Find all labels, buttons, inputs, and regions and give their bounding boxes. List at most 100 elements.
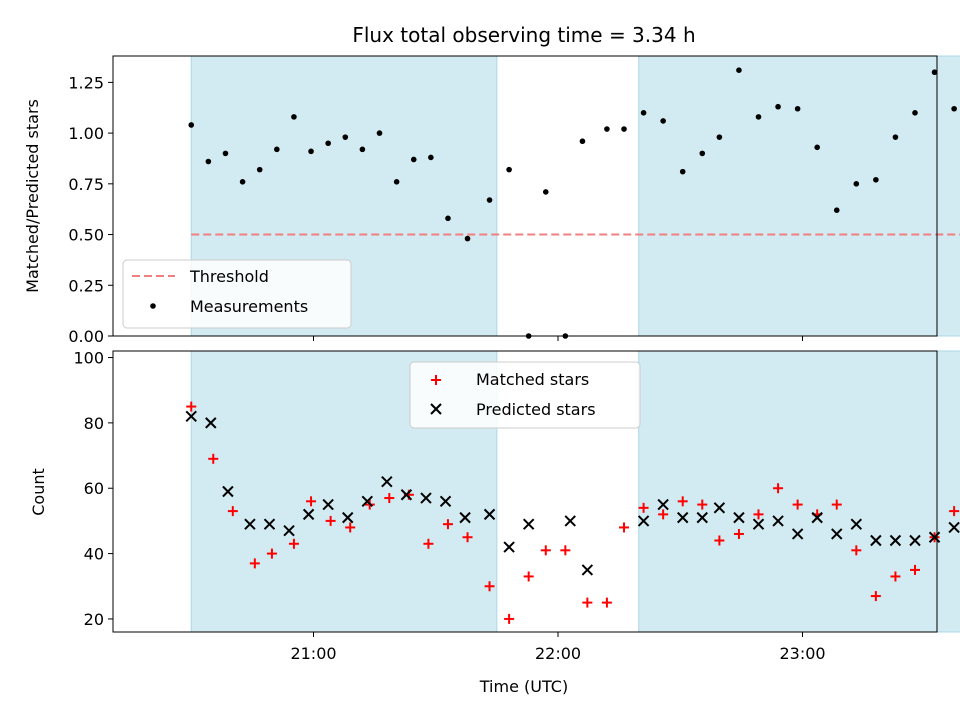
predicted-star-point — [870, 534, 882, 547]
y-tick-label: 1.00 — [68, 124, 104, 143]
predicted-star-point — [503, 541, 515, 553]
matched-star-point — [619, 522, 630, 533]
measurement-point — [794, 105, 801, 112]
measurement-point — [873, 176, 879, 183]
matched-star-point — [909, 564, 920, 575]
predicted-star-point — [657, 498, 669, 511]
measurement-point — [853, 181, 860, 187]
predicted-star-point — [831, 528, 843, 540]
legend-threshold-label: Threshold — [189, 267, 269, 286]
predicted-star-point — [733, 511, 745, 524]
predicted-star-point — [342, 511, 354, 524]
matched-star-point — [831, 499, 842, 510]
matched-star-point — [714, 535, 725, 546]
measurement-point — [814, 144, 820, 151]
measurement-point — [445, 215, 451, 222]
measurement-point — [621, 126, 627, 132]
predicted-star-point — [361, 495, 373, 508]
bottom-plot-frame — [112, 350, 938, 633]
measurement-point — [428, 154, 434, 161]
measurement-point — [506, 166, 512, 173]
matched-star-point — [870, 591, 881, 602]
y-tick-label: 0.75 — [68, 175, 104, 194]
predicted-star-point — [909, 534, 921, 547]
measurement-point — [679, 168, 686, 175]
y-tick-label: 100 — [73, 349, 104, 368]
chart-title: Flux total observing time = 3.34 h — [352, 23, 695, 47]
y-tick-label: 80 — [84, 414, 104, 433]
measurement-point — [736, 67, 742, 74]
matched-star-point — [949, 506, 960, 517]
measurement-point — [640, 110, 647, 116]
measurement-point — [376, 130, 383, 136]
measurement-point — [579, 138, 586, 145]
predicted-star-point — [263, 518, 276, 530]
predicted-star-point — [696, 511, 708, 524]
matched-star-point — [677, 496, 688, 507]
measurement-point — [951, 105, 957, 112]
matched-star-point — [325, 515, 336, 526]
y-tick-label: 60 — [84, 479, 104, 498]
measurement-point — [931, 69, 938, 76]
x-tick-label: 22:00 — [535, 644, 581, 663]
matched-star-point — [266, 548, 277, 559]
predicted-star-point — [564, 515, 576, 527]
matched-star-point — [208, 453, 219, 464]
measurement-point — [222, 150, 229, 157]
matched-star-point — [697, 499, 708, 510]
measurement-point — [912, 110, 918, 116]
measurement-point — [464, 235, 471, 242]
measurement-point — [604, 126, 610, 132]
matched-star-point — [345, 522, 356, 533]
top-panel: 0.00 0.25 0.50 0.75 1.00 1.25 Matched/Predict… — [23, 55, 960, 346]
top-legend: Threshold Measurements — [122, 259, 352, 329]
legend-predicted-label: Predicted stars — [476, 400, 596, 419]
matched-star-point — [773, 483, 784, 494]
predicted-star-point — [483, 508, 496, 521]
measurement-point — [542, 189, 549, 195]
matched-star-point — [560, 545, 571, 556]
measurement-point — [359, 146, 366, 153]
predicted-star-point — [459, 511, 471, 524]
x-tick-label: 21:00 — [290, 644, 336, 663]
measurement-point — [755, 114, 762, 120]
measurement-point — [188, 122, 195, 128]
predicted-star-point — [244, 518, 256, 530]
matched-star-point — [582, 597, 593, 608]
predicted-star-point — [791, 528, 804, 540]
matched-star-point — [227, 506, 238, 517]
predicted-star-point — [772, 515, 784, 527]
matched-star-point — [733, 528, 744, 539]
measurement-point — [308, 148, 314, 155]
matched-star-point — [638, 502, 649, 513]
predicted-star-point — [420, 492, 432, 504]
bottom-y-axis-label: Count — [29, 468, 48, 516]
predicted-star-point — [889, 534, 902, 547]
matched-star-point — [523, 571, 534, 582]
predicted-star-point — [283, 525, 295, 537]
predicted-star-point — [522, 518, 535, 530]
predicted-star-point — [222, 485, 234, 498]
predicted-star-point — [400, 489, 413, 501]
predicted-star-point — [205, 417, 217, 429]
matched-star-point — [306, 496, 317, 507]
matched-star-point — [540, 545, 551, 556]
matched-star-point — [484, 581, 495, 592]
predicted-star-point — [302, 508, 315, 521]
measurement-point — [274, 146, 280, 153]
legend-matched-label: Matched stars — [476, 370, 589, 389]
matched-star-point — [423, 538, 434, 549]
measurement-point — [256, 166, 263, 173]
matched-star-point — [249, 558, 260, 569]
bottom-legend: Matched stars Predicted stars — [409, 361, 641, 429]
predicted-star-point — [928, 531, 941, 543]
matched-star-point — [384, 493, 395, 504]
predicted-star-point — [948, 521, 960, 534]
legend-measurements-swatch — [150, 303, 156, 309]
measurement-point — [410, 156, 417, 163]
predicted-star-point — [581, 564, 594, 576]
predicted-star-point — [185, 410, 197, 423]
measurement-point — [775, 103, 781, 110]
predicted-star-point — [637, 515, 650, 527]
